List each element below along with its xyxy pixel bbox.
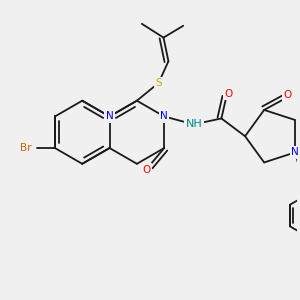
- Text: N: N: [160, 112, 168, 122]
- Text: NH: NH: [185, 119, 202, 129]
- Text: S: S: [155, 78, 162, 88]
- Text: O: O: [224, 89, 232, 99]
- Text: O: O: [284, 90, 292, 100]
- Text: N: N: [106, 112, 113, 122]
- Text: Br: Br: [20, 143, 31, 153]
- Text: O: O: [142, 165, 151, 175]
- Text: N: N: [291, 147, 299, 158]
